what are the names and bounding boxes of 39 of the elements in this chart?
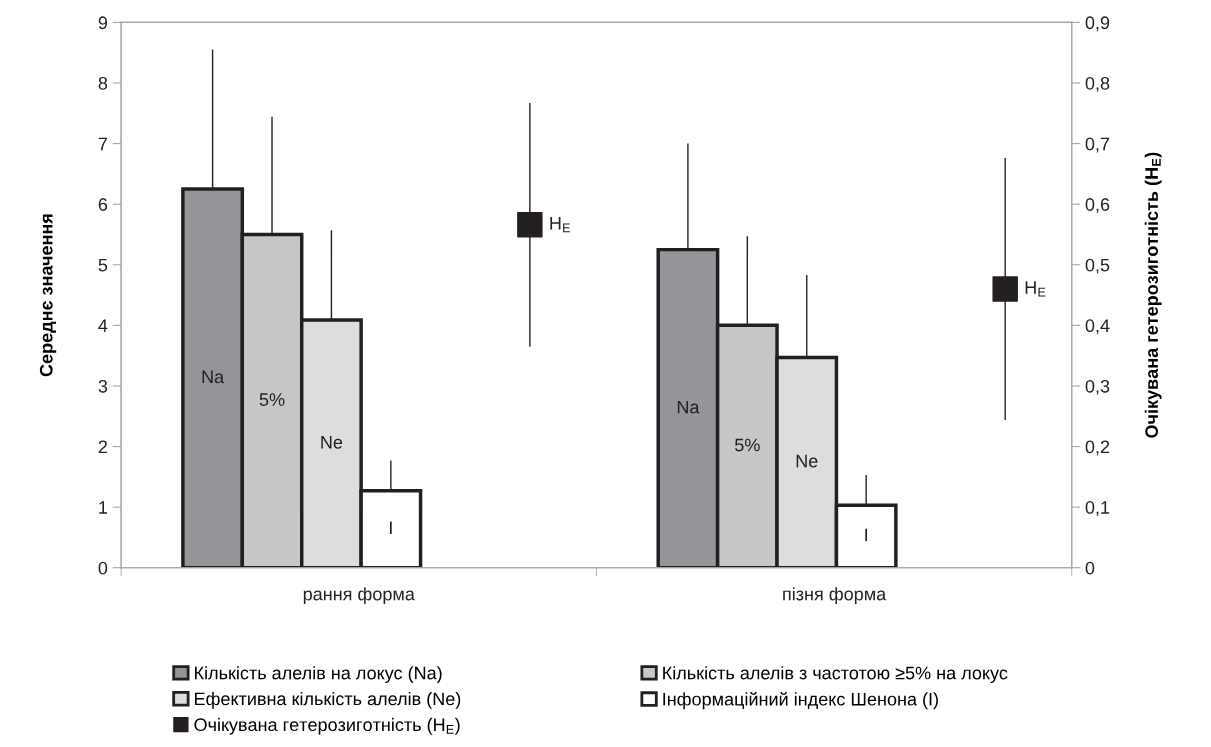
y2-tick-label: 0,6 [1085,198,1110,214]
legend-label: Очікувана гетерозиготність (H$_{E}$) [194,717,460,735]
annotation: H$_{E}$ [1025,281,1046,297]
annotation: Ne [321,436,343,449]
y2-tick-label: 0,5 [1085,258,1110,274]
y2-tick-label: 0,2 [1085,440,1110,456]
y-tick-label: 6 [98,198,108,211]
y-tick-label: 8 [98,76,108,90]
annotation: H$_{E}$ [550,216,570,233]
y-tick-label: 0 [98,561,108,575]
y-tick-label: 9 [98,16,108,30]
legend-label: Ефективна кількість алелів (Ne) [195,692,461,709]
legend-label: Кількість алелів на локус (Na) [195,666,442,683]
legend-label: Інформаційний індекс Шенона (I) [663,692,938,710]
annotation: Ne [796,454,818,468]
annotation: I [865,528,867,542]
y-tick-label: 3 [98,379,108,393]
y-axis-title: Середнє значення [39,214,57,377]
annotation: Na [677,400,700,414]
y2-tick-label: 0,3 [1085,379,1110,395]
legend-label: Кількість алелів з частотою ≥5% на локус [663,666,1008,683]
y-tick-label: 5 [98,258,108,272]
y2-tick-label: 0,9 [1085,16,1110,32]
y-tick-label: 2 [98,440,107,454]
y2-tick-label: 0,8 [1085,76,1110,92]
annotation: Na [202,370,225,384]
y2-tick-label: 0,1 [1085,501,1110,516]
annotation: I [390,521,392,534]
annotation: 5% [735,438,760,452]
x-tick-label: пізня форма [783,587,887,604]
y-tick-label: 7 [98,137,107,151]
x-tick-label: рання форма [303,587,415,604]
y2-tick-label: 0 [1085,561,1095,575]
y-tick-label: 4 [98,319,108,332]
y-tick-label: 1 [99,501,108,514]
y2-tick-label: 0,4 [1085,319,1110,335]
y2-axis-title: Очікувана гетерозиготність (H$_{E}$) [1144,152,1162,438]
y2-tick-label: 0,7 [1085,137,1110,153]
annotation: 5% [259,393,285,406]
